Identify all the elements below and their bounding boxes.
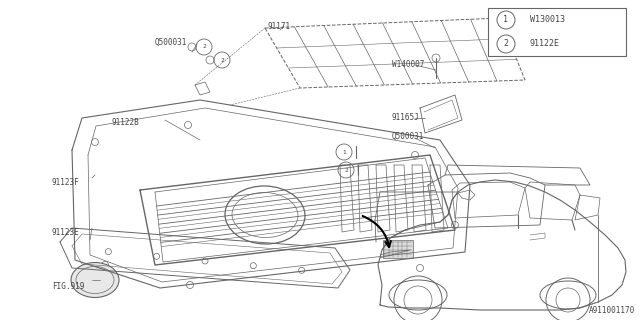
- Text: W130013: W130013: [530, 15, 565, 25]
- Text: 91122E: 91122E: [530, 39, 560, 49]
- Text: Q500031: Q500031: [155, 38, 188, 47]
- Text: 1: 1: [342, 149, 346, 155]
- Text: W140007: W140007: [392, 60, 424, 69]
- Text: A911001170: A911001170: [589, 306, 635, 315]
- Text: FIG.919: FIG.919: [52, 282, 84, 291]
- Text: 2: 2: [344, 167, 348, 172]
- Text: 91171: 91171: [268, 22, 291, 31]
- Ellipse shape: [71, 262, 119, 298]
- Text: 91122B: 91122B: [112, 118, 140, 127]
- Text: 2: 2: [220, 58, 224, 62]
- Text: 2: 2: [202, 44, 206, 50]
- Text: 91165J: 91165J: [392, 113, 420, 122]
- Bar: [383, 240, 413, 258]
- Text: 2: 2: [504, 39, 509, 49]
- Bar: [488, 8, 626, 56]
- Text: 1: 1: [504, 15, 509, 25]
- Text: Q500031: Q500031: [392, 132, 424, 141]
- Text: 91123E: 91123E: [52, 228, 80, 237]
- Text: 91123F: 91123F: [52, 178, 80, 187]
